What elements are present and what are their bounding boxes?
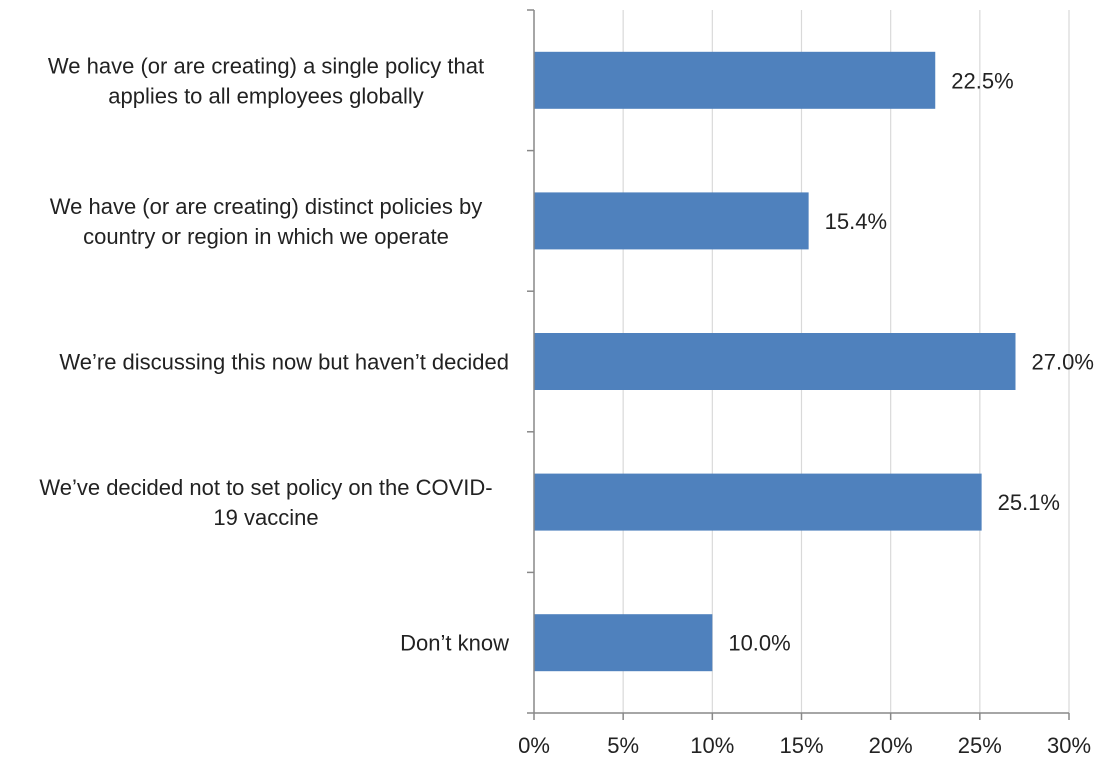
bar xyxy=(534,333,1016,390)
bar xyxy=(534,614,713,672)
category-label-line: We have (or are creating) a single polic… xyxy=(48,53,484,78)
category-label-line: Don’t know xyxy=(400,631,509,656)
category-label-line: We have (or are creating) distinct polic… xyxy=(50,194,482,219)
x-tick-label: 20% xyxy=(869,733,913,758)
x-tick-label: 0% xyxy=(518,733,550,758)
axes xyxy=(527,9,1070,720)
x-tick-label: 10% xyxy=(690,733,734,758)
category-label: We’re discussing this now but haven’t de… xyxy=(59,350,509,375)
data-label: 15.4% xyxy=(825,209,887,234)
bar xyxy=(534,51,936,109)
x-tick-label: 15% xyxy=(779,733,823,758)
category-label-line: 19 vaccine xyxy=(213,505,318,530)
bars xyxy=(534,51,1016,672)
x-tick-label: 30% xyxy=(1047,733,1091,758)
data-label: 27.0% xyxy=(1032,350,1094,375)
category-label-line: We’re discussing this now but haven’t de… xyxy=(59,350,509,375)
data-label: 25.1% xyxy=(998,490,1060,515)
category-label: We’ve decided not to set policy on the C… xyxy=(39,475,492,530)
x-tick-label: 25% xyxy=(958,733,1002,758)
category-label: We have (or are creating) distinct polic… xyxy=(50,194,482,249)
x-tick-label: 5% xyxy=(607,733,639,758)
category-label: We have (or are creating) a single polic… xyxy=(48,53,484,108)
labels: 0% 5% 10% 15% 20% 25% 30% We have (or are creat… xyxy=(39,53,1094,758)
category-label: Don’t know xyxy=(400,631,509,656)
category-label-line: applies to all employees globally xyxy=(108,83,424,108)
category-label-line: country or region in which we operate xyxy=(83,224,449,249)
data-label: 10.0% xyxy=(728,631,790,656)
category-label-line: We’ve decided not to set policy on the C… xyxy=(39,475,492,500)
bar xyxy=(534,192,809,250)
data-label: 22.5% xyxy=(951,68,1013,93)
bar xyxy=(534,473,982,531)
